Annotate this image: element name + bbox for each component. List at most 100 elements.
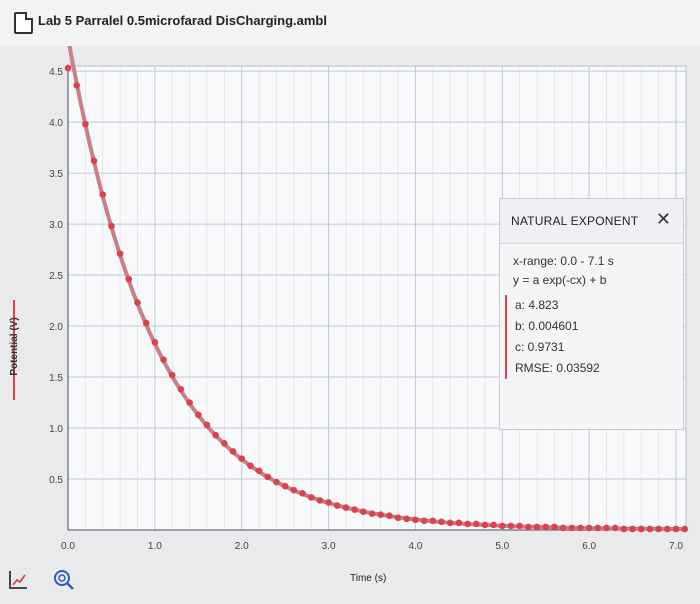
data-point — [333, 502, 341, 509]
data-point — [307, 494, 315, 501]
x-tick-label: 4.0 — [408, 541, 422, 550]
y-axis-label[interactable]: Potential (V) — [0, 296, 30, 406]
data-point — [603, 524, 610, 532]
data-point — [203, 421, 211, 429]
data-point — [559, 524, 567, 532]
y-axis-series-marker — [13, 300, 15, 400]
y-tick-label: 4.5 — [49, 67, 63, 78]
data-point — [255, 467, 263, 475]
x-tick-label: 5.0 — [495, 541, 509, 550]
data-point — [646, 525, 654, 533]
data-point — [516, 522, 523, 530]
data-point — [525, 523, 532, 531]
data-point — [151, 339, 159, 346]
data-point — [264, 473, 272, 481]
data-point — [542, 523, 550, 531]
data-point — [194, 411, 202, 419]
data-point — [377, 511, 384, 519]
data-point — [177, 385, 185, 393]
graph-options-icon[interactable] — [6, 568, 30, 592]
document-title: Lab 5 Parralel 0.5microfarad DisCharging… — [38, 13, 327, 28]
data-point — [342, 504, 350, 511]
fit-parameters: a: 4.823 b: 0.004601 c: 0.9731 RMSE: 0.0… — [505, 295, 600, 379]
x-tick-label: 6.0 — [582, 541, 596, 550]
data-point — [281, 482, 289, 490]
data-point — [446, 519, 454, 527]
data-point — [247, 462, 254, 470]
data-point — [299, 489, 306, 497]
x-axis-label[interactable]: Time (s) — [350, 573, 387, 584]
data-point — [125, 275, 133, 283]
data-point — [629, 525, 636, 533]
zoom-icon[interactable] — [52, 568, 76, 592]
data-point — [386, 512, 393, 520]
y-tick-label: 3.0 — [49, 220, 63, 231]
data-point — [611, 524, 619, 532]
data-point — [108, 222, 115, 230]
data-point — [507, 522, 515, 530]
y-tick-label: 1.0 — [49, 424, 63, 435]
data-point — [229, 448, 237, 455]
data-point — [551, 523, 558, 531]
data-point — [490, 521, 497, 529]
data-point — [637, 525, 645, 533]
data-point — [533, 523, 541, 531]
data-point — [134, 299, 141, 306]
fit-param-c: c: 0.9731 — [515, 340, 565, 354]
y-tick-label: 3.5 — [49, 169, 63, 180]
y-tick-label: 2.5 — [49, 271, 63, 282]
data-point — [472, 520, 480, 528]
curve-fit-title: NATURAL EXPONENT — [511, 214, 639, 228]
x-tick-label: 1.0 — [148, 541, 162, 550]
fit-param-a: a: 4.823 — [515, 298, 559, 312]
data-point — [655, 525, 662, 533]
file-icon[interactable] — [14, 12, 33, 34]
data-point — [316, 497, 324, 504]
data-point — [186, 399, 193, 406]
data-point — [568, 524, 576, 532]
curve-fit-header: NATURAL EXPONENT ✕ — [500, 199, 683, 244]
fit-x-range: x-range: 0.0 - 7.1 s — [513, 254, 614, 268]
data-point — [664, 525, 671, 533]
data-point — [290, 486, 298, 494]
data-point — [351, 506, 358, 513]
data-point — [594, 524, 602, 532]
data-point — [168, 371, 176, 379]
fit-rmse: RMSE: 0.03592 — [515, 361, 600, 375]
x-tick-label: 2.0 — [235, 541, 249, 550]
data-point — [99, 191, 107, 198]
data-point — [116, 250, 124, 257]
y-tick-label: 1.5 — [49, 373, 63, 384]
data-point — [429, 517, 437, 525]
y-axis-label-text: Potential (V) — [9, 317, 20, 376]
data-point — [681, 525, 688, 533]
data-point — [394, 514, 402, 522]
data-point — [420, 517, 428, 525]
x-tick-label: 0.0 — [61, 541, 75, 550]
data-point — [438, 518, 445, 526]
x-tick-label: 7.0 — [669, 541, 683, 550]
data-point — [64, 64, 72, 72]
data-point — [464, 520, 471, 528]
title-bar: Lab 5 Parralel 0.5microfarad DisCharging… — [0, 0, 700, 46]
close-icon[interactable]: ✕ — [655, 209, 671, 229]
bottom-toolbar: Time (s) — [0, 550, 700, 604]
data-point — [325, 499, 332, 506]
data-point — [368, 510, 376, 517]
y-tick-label: 4.0 — [49, 118, 63, 129]
data-point — [238, 455, 246, 462]
fit-equation: y = a exp(-cx) + b — [513, 273, 607, 287]
curve-fit-box[interactable]: NATURAL EXPONENT ✕ x-range: 0.0 - 7.1 s … — [499, 198, 684, 430]
data-point — [577, 524, 584, 532]
data-point — [620, 525, 628, 533]
data-point — [82, 120, 89, 128]
data-point — [455, 519, 463, 527]
data-point — [142, 319, 150, 327]
data-point — [160, 356, 167, 363]
y-tick-label: 2.0 — [49, 322, 63, 333]
fit-param-b: b: 0.004601 — [515, 319, 579, 333]
data-point — [498, 522, 506, 530]
data-point — [90, 157, 98, 165]
x-tick-label: 3.0 — [322, 541, 336, 550]
data-point — [481, 521, 489, 529]
